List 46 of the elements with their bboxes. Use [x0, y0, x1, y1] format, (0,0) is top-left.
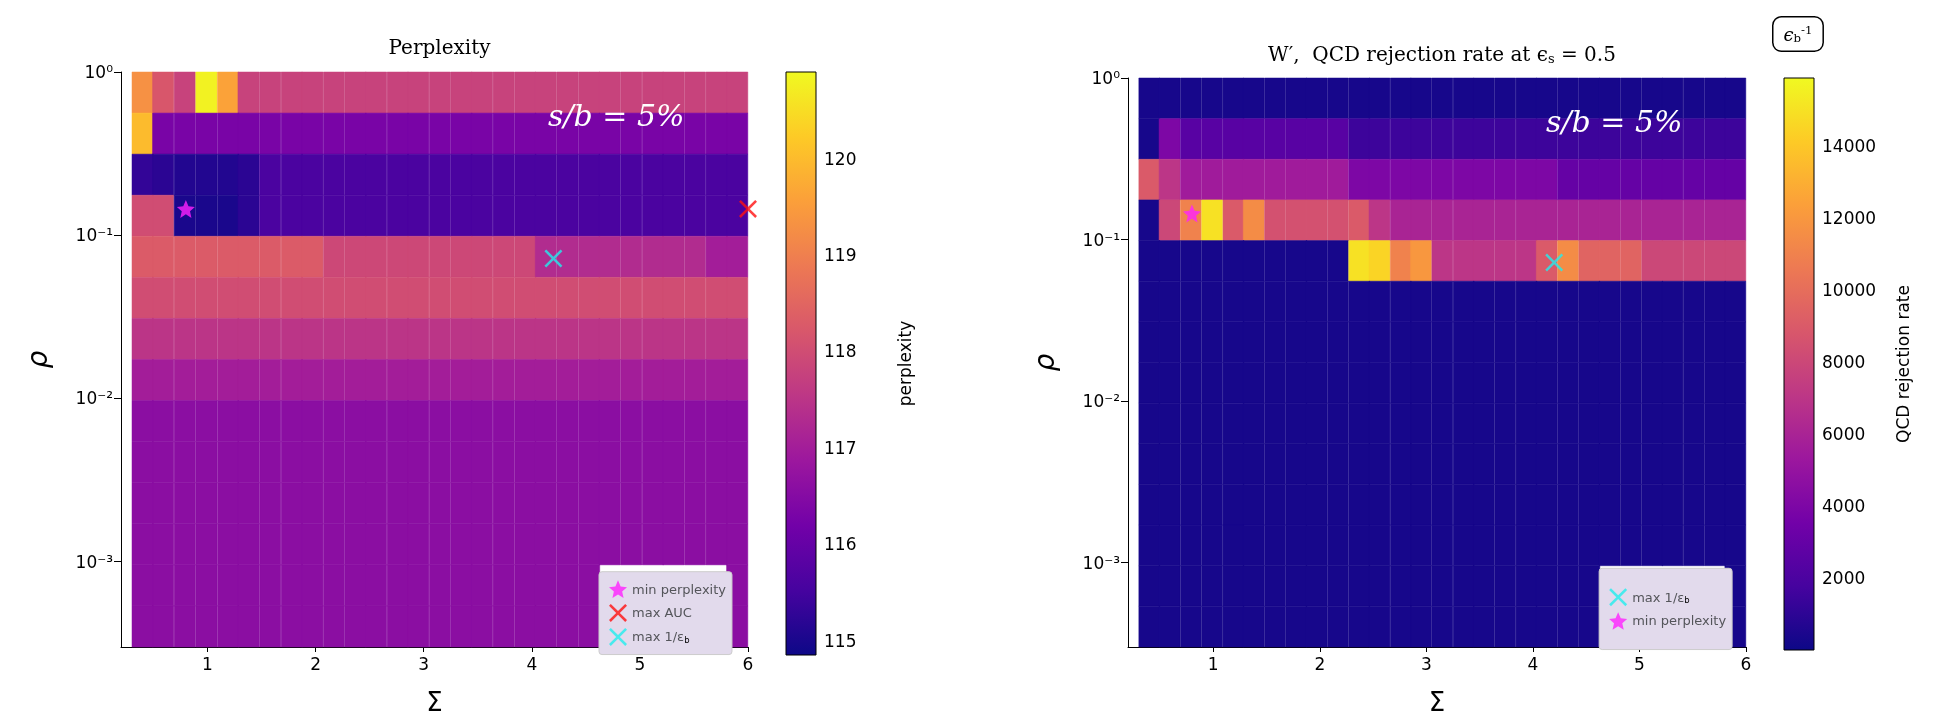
color-bar-label: 12000 [1822, 208, 1877, 229]
x-tick-label: 3 [1420, 653, 1432, 674]
x-tick-label: 4 [1527, 653, 1539, 674]
color-bar-label: 4000 [1822, 496, 1866, 517]
color-bar-label: 115 [824, 630, 857, 651]
y-tick-label: 10⁻¹ [1082, 229, 1120, 250]
x-tick-label: 2 [310, 653, 321, 674]
x-axis-title: Σ [1428, 687, 1446, 717]
color-bar-label: 120 [824, 148, 857, 169]
annotation: s/b = 5% [1546, 103, 1683, 139]
legend-label: min perplexity [632, 581, 727, 597]
color-bar-title: QCD rejection rate [1892, 285, 1913, 443]
color-bar-label: 6000 [1822, 424, 1866, 445]
y-tick-label: 10⁻³ [75, 551, 113, 572]
x-tick-label: 3 [418, 653, 430, 674]
color-bar-label: 14000 [1822, 136, 1877, 157]
x-tick-label: 1 [1207, 653, 1219, 674]
y-tick-label: 10⁻³ [1082, 552, 1120, 573]
y-tick-label: 10⁰ [84, 62, 114, 82]
y-tick-label: 10⁻² [75, 388, 113, 409]
chart-title: W′, QCD rejection rate at ϵs = 0.5 [1268, 42, 1616, 66]
x-tick-label: 5 [1634, 653, 1645, 674]
x-tick-label: 6 [1740, 653, 1752, 674]
color-bar-label: 8000 [1822, 352, 1866, 373]
color-bar-label: 2000 [1822, 568, 1866, 589]
y-tick-label: 10⁻¹ [75, 225, 113, 246]
legend-label: max AUC [632, 605, 692, 621]
color-bar-label: 10000 [1822, 280, 1877, 301]
color-bar-title: perplexity [894, 320, 915, 407]
color-bar-label: 119 [824, 245, 857, 266]
y-axis-title: ρ [1027, 353, 1061, 372]
x-axis-title: Σ [426, 687, 443, 717]
y-tick-label: 10⁰ [1091, 68, 1121, 88]
x-tick-label: 5 [634, 653, 646, 674]
color-bar-label: 117 [824, 437, 857, 458]
x-tick-label: 4 [526, 653, 538, 674]
y-tick-label: 10⁻² [1082, 391, 1120, 412]
color-bar-label: 116 [824, 534, 857, 555]
legend-label: min perplexity [1632, 613, 1727, 629]
x-tick-label: 6 [742, 653, 754, 674]
x-tick-label: 1 [202, 653, 213, 674]
annotation: s/b = 5% [548, 97, 685, 133]
chart-title: Perplexity [388, 35, 492, 59]
color-bar-label: 118 [824, 341, 857, 362]
x-tick-label: 2 [1314, 653, 1326, 674]
y-axis-title: ρ [20, 350, 54, 369]
